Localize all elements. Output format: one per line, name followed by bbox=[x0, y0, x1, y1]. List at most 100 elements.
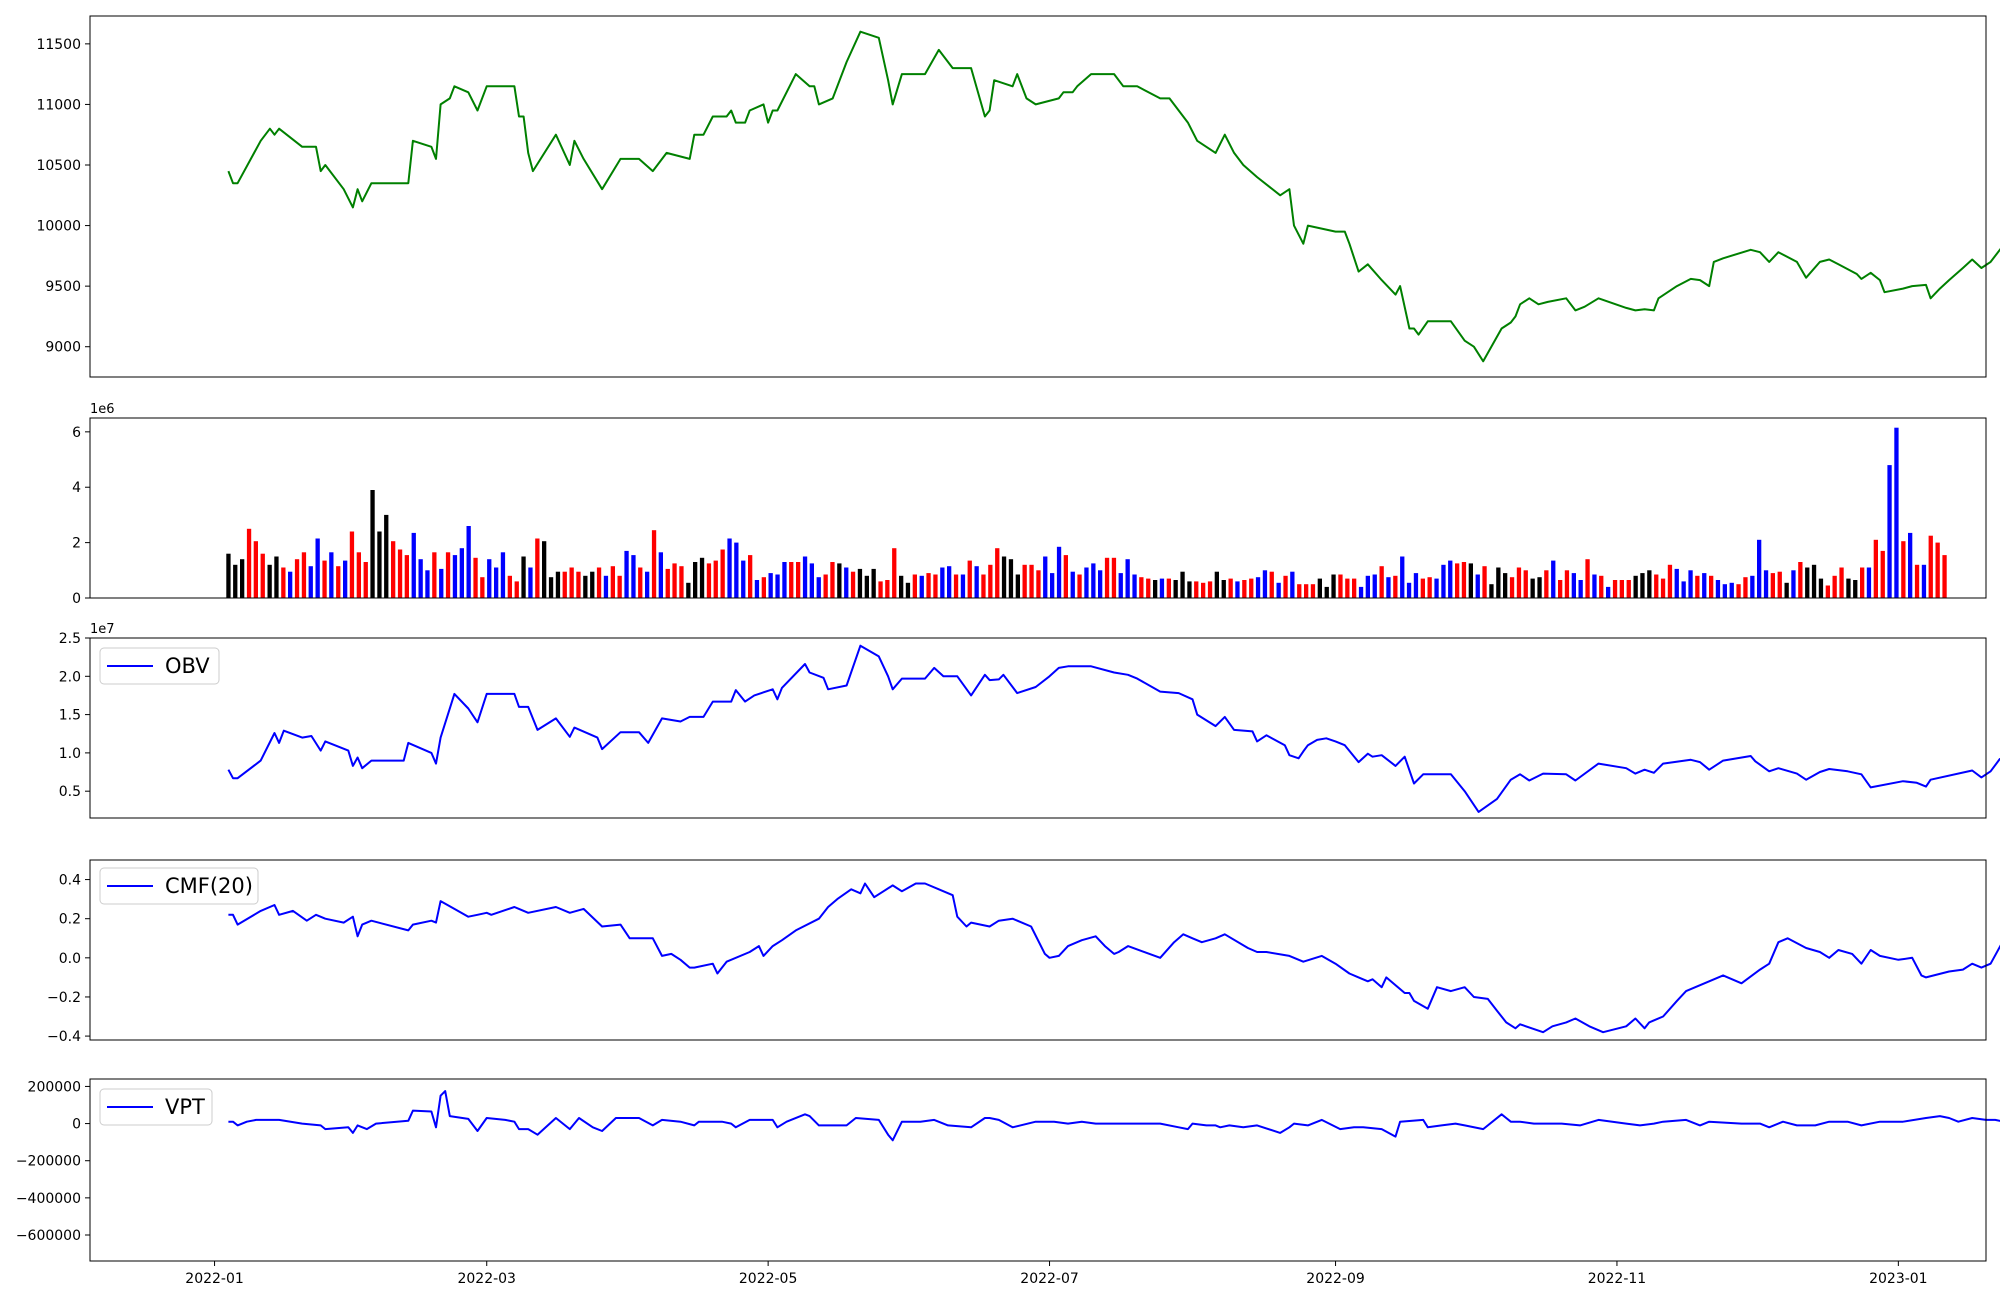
volume-bar bbox=[706, 563, 712, 598]
volume-bar bbox=[411, 532, 416, 598]
volume-bar bbox=[754, 580, 760, 598]
volume-bar bbox=[1770, 573, 1775, 598]
cmf-yticks: −0.4 −0.2 0.0 0.2 0.4 bbox=[47, 873, 90, 1045]
volume-bar bbox=[693, 562, 698, 598]
volume-bar bbox=[1853, 580, 1858, 598]
price-panel-frame bbox=[89, 15, 1987, 378]
price-yticks: 9000 9500 10000 10500 11000 11500 bbox=[36, 37, 90, 356]
volume-bar bbox=[1722, 584, 1727, 598]
obv-yticks: 0.5 1.0 1.5 2.0 2.5 bbox=[59, 631, 90, 800]
volume-bar bbox=[1887, 465, 1892, 598]
obv-offset-text: 1e7 bbox=[90, 622, 115, 637]
volume-bar bbox=[919, 575, 924, 598]
volume-bar bbox=[864, 575, 869, 598]
cmf-ytick-label: 0.4 bbox=[59, 873, 81, 889]
price-plot-area bbox=[227, 30, 2000, 363]
volume-bar bbox=[336, 566, 341, 598]
cmf-ytick-label: −0.2 bbox=[47, 990, 81, 1006]
volume-bar bbox=[494, 567, 499, 598]
volume-bar bbox=[940, 567, 945, 598]
volume-bar bbox=[576, 571, 581, 598]
volume-bar bbox=[816, 577, 821, 598]
volume-bar bbox=[473, 557, 478, 598]
obv-ytick-label: 1.5 bbox=[59, 708, 81, 724]
volume-bar bbox=[384, 514, 389, 598]
volume-bar bbox=[1791, 570, 1796, 598]
volume-bar bbox=[1406, 582, 1412, 598]
volume-bar bbox=[528, 567, 533, 598]
volume-bar bbox=[1709, 575, 1714, 598]
volume-yticks: 0 2 4 6 bbox=[72, 425, 90, 607]
volume-bar bbox=[1612, 580, 1618, 598]
volume-bar bbox=[1811, 564, 1817, 598]
volume-bar bbox=[1077, 574, 1082, 598]
price-ytick-label: 11500 bbox=[36, 37, 81, 53]
volume-bar bbox=[583, 575, 588, 598]
volume-bar bbox=[1475, 574, 1480, 598]
volume-bar bbox=[1249, 578, 1254, 598]
volume-bar bbox=[1866, 567, 1872, 598]
vpt-plot-area bbox=[228, 1090, 2000, 1142]
volume-bar bbox=[418, 559, 423, 598]
vpt-ytick-label: −600000 bbox=[16, 1228, 81, 1244]
obv-legend-box bbox=[99, 647, 220, 685]
volume-bar bbox=[1942, 555, 1947, 598]
volume-bar bbox=[802, 556, 808, 598]
volume-bar bbox=[1736, 584, 1741, 598]
volume-bar bbox=[741, 560, 746, 598]
volume-bar bbox=[452, 555, 458, 598]
volume-bar bbox=[1029, 564, 1034, 598]
volume-bar bbox=[1386, 577, 1391, 598]
price-ytick-label: 10000 bbox=[36, 219, 81, 235]
volume-bar bbox=[1468, 563, 1473, 598]
volume-bar bbox=[720, 549, 725, 598]
volume-bar bbox=[933, 574, 938, 598]
volume-bar bbox=[363, 562, 368, 598]
volume-bar bbox=[665, 568, 670, 598]
volume-bar bbox=[1022, 564, 1027, 598]
volume-bar bbox=[1132, 574, 1137, 598]
volume-bar bbox=[638, 567, 643, 598]
volume-bar bbox=[1763, 570, 1769, 598]
volume-bar bbox=[912, 574, 917, 598]
volume-bar bbox=[1180, 571, 1185, 598]
volume-ytick-label: 2 bbox=[72, 536, 81, 552]
volume-bar bbox=[1345, 578, 1350, 598]
volume-bar bbox=[1379, 566, 1384, 598]
volume-bar bbox=[1420, 578, 1425, 598]
volume-bar bbox=[1393, 575, 1398, 598]
volume-bar bbox=[610, 566, 615, 598]
obv-panel-frame bbox=[89, 637, 1987, 819]
obv-ytick-label: 0.5 bbox=[59, 784, 81, 800]
volume-bar bbox=[1153, 580, 1158, 598]
volume-bar bbox=[988, 564, 993, 598]
volume-bar bbox=[1358, 586, 1364, 598]
volume-bar bbox=[1283, 575, 1288, 598]
volume-bar bbox=[548, 577, 554, 598]
volume-bar bbox=[1777, 571, 1782, 598]
volume-bar bbox=[1558, 580, 1563, 598]
volume-bar bbox=[1111, 557, 1117, 598]
volume-bar bbox=[1400, 556, 1405, 598]
price-ytick-label: 9500 bbox=[45, 279, 81, 295]
volume-bar bbox=[1626, 580, 1631, 598]
x-tick-label: 2023-01 bbox=[1869, 1271, 1928, 1287]
volume-plot-area bbox=[226, 427, 1947, 598]
volume-bar bbox=[1860, 567, 1865, 598]
volume-bar bbox=[315, 538, 320, 598]
volume-bar bbox=[1921, 564, 1927, 598]
obv-ytick-label: 2.5 bbox=[59, 631, 81, 647]
volume-bar bbox=[1839, 567, 1844, 598]
obv-ytick-label: 1.0 bbox=[59, 746, 81, 762]
volume-bar bbox=[967, 560, 972, 598]
volume-bar bbox=[617, 575, 622, 598]
volume-bar bbox=[1571, 573, 1576, 598]
volume-bar bbox=[1619, 580, 1624, 598]
volume-bar bbox=[645, 571, 650, 598]
volume-bar bbox=[1489, 584, 1494, 598]
volume-bar bbox=[1159, 578, 1165, 598]
cmf-panel: −0.4 −0.2 0.0 0.2 0.4 CMF(20) bbox=[47, 859, 2000, 1045]
volume-bar bbox=[1056, 546, 1062, 598]
volume-bar bbox=[981, 574, 986, 598]
